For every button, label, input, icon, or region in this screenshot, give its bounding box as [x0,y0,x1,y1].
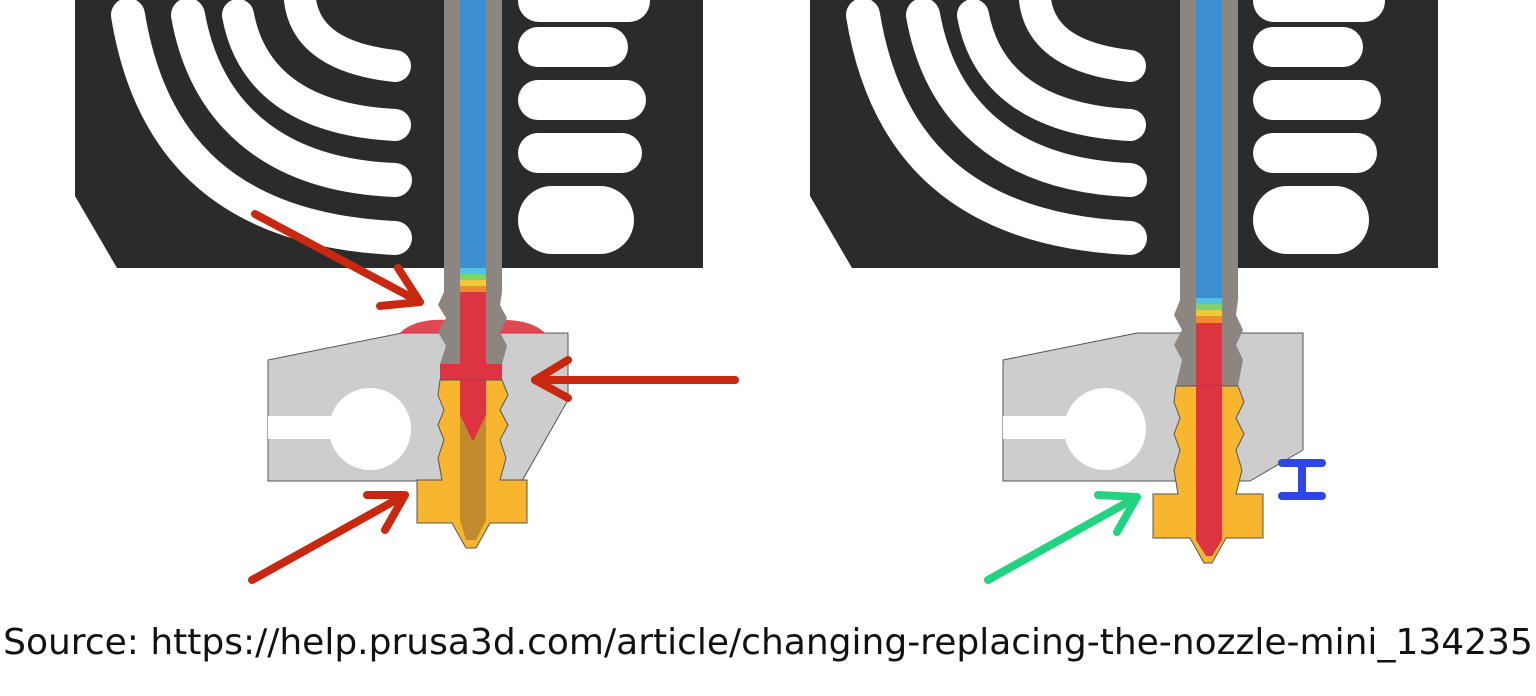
left-hotend-panel [75,0,735,580]
filament-melt [460,292,486,364]
heatsink-icon [810,0,1438,268]
source-caption: Source: https://help.prusa3d.com/article… [0,622,1536,663]
filament-cold [460,0,486,268]
arrow-icon [988,495,1137,580]
gap-marker-icon [1282,463,1322,496]
heater-block-icon [1003,333,1303,481]
filament-cold [1196,0,1222,298]
heatsink-icon [75,0,703,268]
right-hotend-panel [810,0,1438,580]
filament-transition [460,268,486,292]
filament-transition [1196,298,1222,323]
heater-block-icon [268,333,568,481]
hotend-diagram [0,0,1536,610]
filament-melt [1196,323,1222,386]
